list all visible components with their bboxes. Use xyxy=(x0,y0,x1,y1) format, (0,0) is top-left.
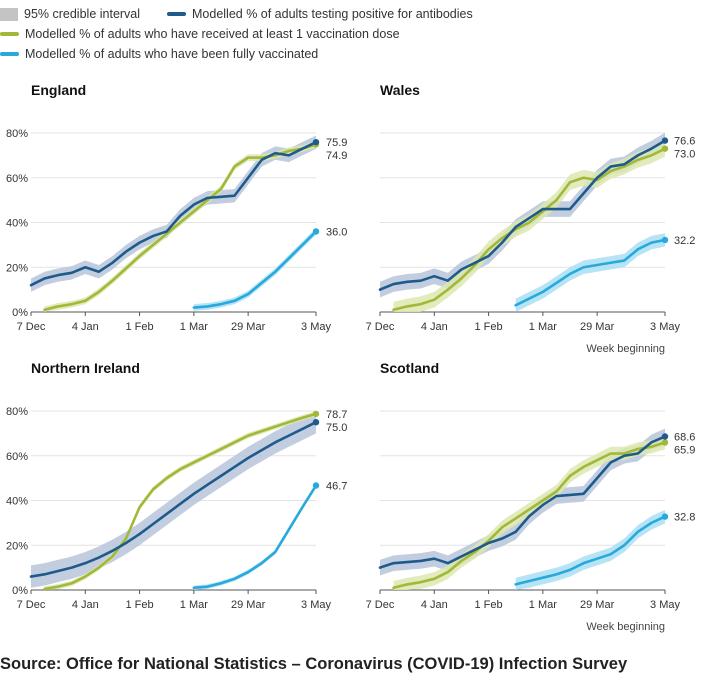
scotland-antibodies-end-label: 68.6 xyxy=(674,432,695,444)
scotland-x-tick-label: 4 Jan xyxy=(421,599,448,611)
scotland-x-tick-label: 3 May xyxy=(650,599,680,611)
scotland-first_dose-interval-band xyxy=(393,435,665,590)
england-y-tick-label: 40% xyxy=(6,218,28,230)
legend-label-antibodies: Modelled % of adults testing positive fo… xyxy=(192,7,473,21)
england-y-tick-label: 0% xyxy=(12,307,28,319)
northern-ireland-y-tick-label: 0% xyxy=(12,585,28,597)
northern-ireland-fully-end-point xyxy=(312,482,320,489)
scotland-first-dose-end-point xyxy=(661,439,669,446)
wales-x-axis-label: Week beginning xyxy=(586,343,665,355)
wales-x-tick-label: 1 Feb xyxy=(475,321,503,333)
wales-x-tick-label: 29 Mar xyxy=(580,321,615,333)
source-note: Source: Office for National Statistics –… xyxy=(0,655,628,673)
northern-ireland-y-tick-label: 40% xyxy=(6,496,28,508)
scotland-first-dose-line xyxy=(392,441,667,590)
legend-item-first-dose: Modelled % of adults who have received a… xyxy=(0,27,400,41)
northern-ireland-fully-line xyxy=(192,484,318,590)
england-fully-end-label: 36.0 xyxy=(326,226,347,238)
northern-ireland-x-tick-label: 1 Mar xyxy=(180,599,208,611)
england-y-tick-label: 60% xyxy=(6,173,28,185)
northern-ireland-y-tick-label: 20% xyxy=(6,540,28,552)
england-x-tick-label: 3 May xyxy=(301,321,331,333)
antibodies-swatch xyxy=(167,12,186,16)
wales-fully-end-point xyxy=(661,236,669,244)
wales-x-tick-label: 1 Mar xyxy=(529,321,557,333)
legend-label-first-dose: Modelled % of adults who have received a… xyxy=(25,27,400,41)
wales-fully-end-label: 32.2 xyxy=(674,235,695,247)
northern-ireland-antibodies-line xyxy=(29,420,318,578)
northern-ireland-antibodies-end-point xyxy=(312,418,320,426)
first-dose-swatch xyxy=(0,32,19,36)
scotland-x-tick-label: 1 Mar xyxy=(529,599,557,611)
wales-first-dose-end-point xyxy=(661,145,669,152)
legend-item-interval: 95% credible interval xyxy=(0,7,140,21)
northern-ireland-fully-end-label: 46.7 xyxy=(326,481,347,493)
legend-label-interval: 95% credible interval xyxy=(24,7,141,21)
scotland-title: Scotland xyxy=(380,360,439,376)
scotland-antibodies-line xyxy=(378,435,667,569)
northern-ireland-antibodies-end-label: 75.0 xyxy=(326,422,347,434)
wales-x-tick-label: 4 Jan xyxy=(421,321,448,333)
wales-antibodies-line xyxy=(378,139,667,291)
scotland-x-tick-label: 29 Mar xyxy=(580,599,615,611)
wales-antibodies-interval-band xyxy=(380,132,665,298)
scotland-fully-end-label: 32.8 xyxy=(674,512,695,524)
northern-ireland-first-dose-line xyxy=(43,412,318,591)
legend-label-fully: Modelled % of adults who have been fully… xyxy=(25,47,319,61)
northern-ireland-y-tick-label: 80% xyxy=(6,406,28,418)
scotland-x-axis-label: Week beginning xyxy=(586,621,665,633)
england-x-tick-label: 1 Feb xyxy=(126,321,154,333)
northern-ireland-fully-interval-band xyxy=(193,483,316,590)
wales-fully-interval-band xyxy=(515,233,665,312)
scotland-x-tick-label: 1 Feb xyxy=(475,599,503,611)
northern-ireland-y-tick-label: 60% xyxy=(6,451,28,463)
england-x-tick-label: 29 Mar xyxy=(231,321,266,333)
scotland-fully-end-point xyxy=(661,513,669,520)
wales-antibodies-end-point xyxy=(661,137,669,144)
small-multiple-charts: England 0% 20% 40% 60% 80% 7 Dec 4 Jan 1 Feb 1 Ma… xyxy=(6,82,695,633)
interval-swatch xyxy=(0,7,18,21)
scotland-fully-line xyxy=(514,515,667,586)
england-first_dose-interval-band xyxy=(44,141,316,312)
england-x-tick-label: 7 Dec xyxy=(17,321,46,333)
wales-antibodies-end-label: 76.6 xyxy=(674,136,695,148)
legend-item-fully: Modelled % of adults who have been fully… xyxy=(0,47,318,61)
england-y-tick-label: 80% xyxy=(6,128,28,140)
england-antibodies-end-label: 75.9 xyxy=(326,137,347,149)
northern-ireland-antibodies-interval-band xyxy=(31,411,316,588)
england-antibodies-end-point xyxy=(312,138,320,146)
northern-ireland-first-dose-end-label: 78.7 xyxy=(326,409,347,421)
england-fully-interval-band xyxy=(193,228,316,311)
legend-item-antibodies: Modelled % of adults testing positive fo… xyxy=(167,7,473,21)
wales-x-tick-label: 3 May xyxy=(650,321,680,333)
wales-first_dose-interval-band xyxy=(393,140,665,312)
scotland-first-dose-end-label: 65.9 xyxy=(674,445,695,457)
england-title: England xyxy=(31,82,86,98)
wales-x-tick-label: 7 Dec xyxy=(366,321,395,333)
england-first-dose-line xyxy=(43,143,318,312)
northern-ireland-title: Northern Ireland xyxy=(31,360,140,376)
northern-ireland-x-tick-label: 7 Dec xyxy=(17,599,46,611)
england-y-tick-label: 20% xyxy=(6,262,28,274)
wales-first-dose-line xyxy=(392,147,667,312)
northern-ireland-x-tick-label: 29 Mar xyxy=(231,599,266,611)
fully-swatch xyxy=(0,52,19,56)
scotland-x-tick-label: 7 Dec xyxy=(366,599,395,611)
england-fully-end-point xyxy=(312,228,320,235)
northern-ireland-x-tick-label: 4 Jan xyxy=(72,599,99,611)
england-antibodies-line xyxy=(29,140,318,287)
wales-first-dose-end-label: 73.0 xyxy=(674,149,695,161)
legend: 95% credible interval Modelled % of adul… xyxy=(0,0,709,70)
northern-ireland-first-dose-end-point xyxy=(312,410,320,418)
england-x-tick-label: 4 Jan xyxy=(72,321,99,333)
wales-fully-line xyxy=(514,238,667,307)
england-x-tick-label: 1 Mar xyxy=(180,321,208,333)
scotland-antibodies-end-point xyxy=(661,433,669,440)
northern-ireland-x-tick-label: 3 May xyxy=(301,599,331,611)
scotland-fully-interval-band xyxy=(515,509,665,590)
northern-ireland-x-tick-label: 1 Feb xyxy=(126,599,154,611)
england-fully-line xyxy=(192,230,318,309)
wales-title: Wales xyxy=(380,82,420,98)
england-first-dose-end-label: 74.9 xyxy=(326,150,347,162)
